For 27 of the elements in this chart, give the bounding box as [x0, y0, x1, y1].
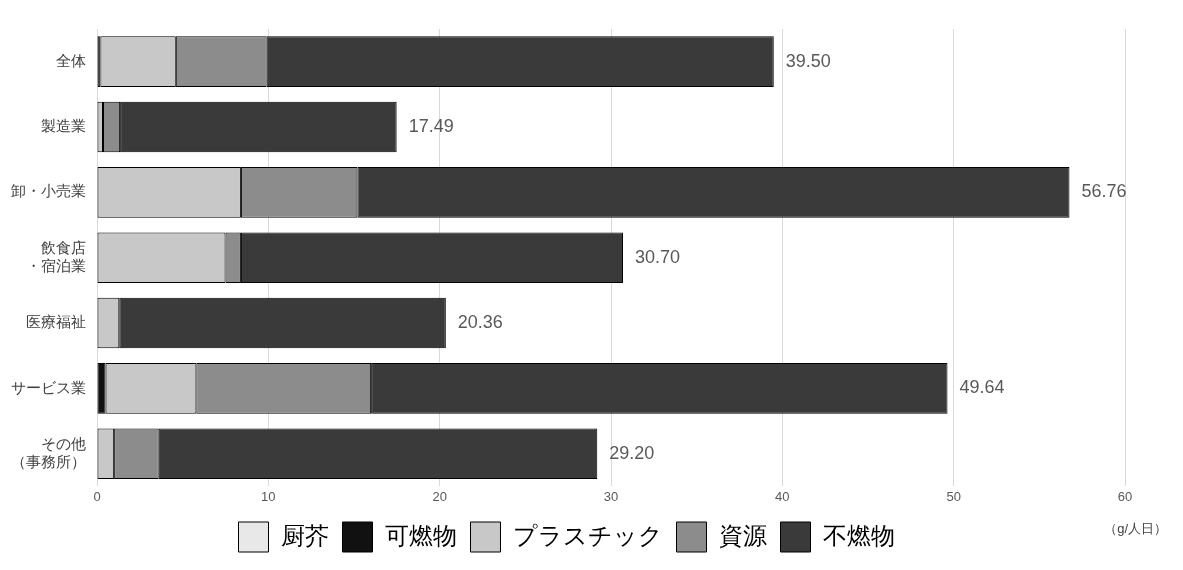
x-tick-label: 40 [775, 488, 790, 504]
total-label: 39.50 [785, 50, 831, 71]
total-label: 56.76 [1081, 181, 1127, 202]
total-label: 30.70 [634, 246, 681, 267]
y-tick-label: サービス業 [11, 378, 86, 396]
total-label: 20.36 [457, 312, 503, 333]
y-tick-label: 全体 [56, 51, 86, 69]
x-tick-label: 60 [1117, 488, 1133, 504]
text: （g/人日） [1104, 520, 1167, 538]
y-tick-label: その他（事務所） [11, 434, 86, 470]
legend-label: 厨芥 [280, 521, 329, 549]
y-tick-label: 医療福祉 [26, 313, 86, 331]
x-tick-label: 10 [261, 488, 276, 504]
x-tick-label: 20 [432, 488, 447, 504]
total-label: 29.20 [609, 442, 655, 463]
legend-label: 不燃物 [822, 521, 895, 549]
x-tick-label: 30 [603, 488, 619, 504]
x-tick-label: 0 [93, 488, 101, 504]
x-tick-label: 50 [946, 488, 961, 504]
y-tick-label: 卸・小売業 [11, 182, 86, 200]
total-label: 49.64 [959, 377, 1005, 398]
y-tick-label: 製造業 [41, 117, 86, 135]
total-label: 17.49 [408, 115, 454, 136]
legend-label: 可燃物 [384, 521, 457, 549]
legend-label: プラスチック [512, 521, 663, 549]
legend-label: 資源 [718, 521, 767, 549]
y-tick-label: 飲食店・宿泊業 [26, 238, 86, 274]
